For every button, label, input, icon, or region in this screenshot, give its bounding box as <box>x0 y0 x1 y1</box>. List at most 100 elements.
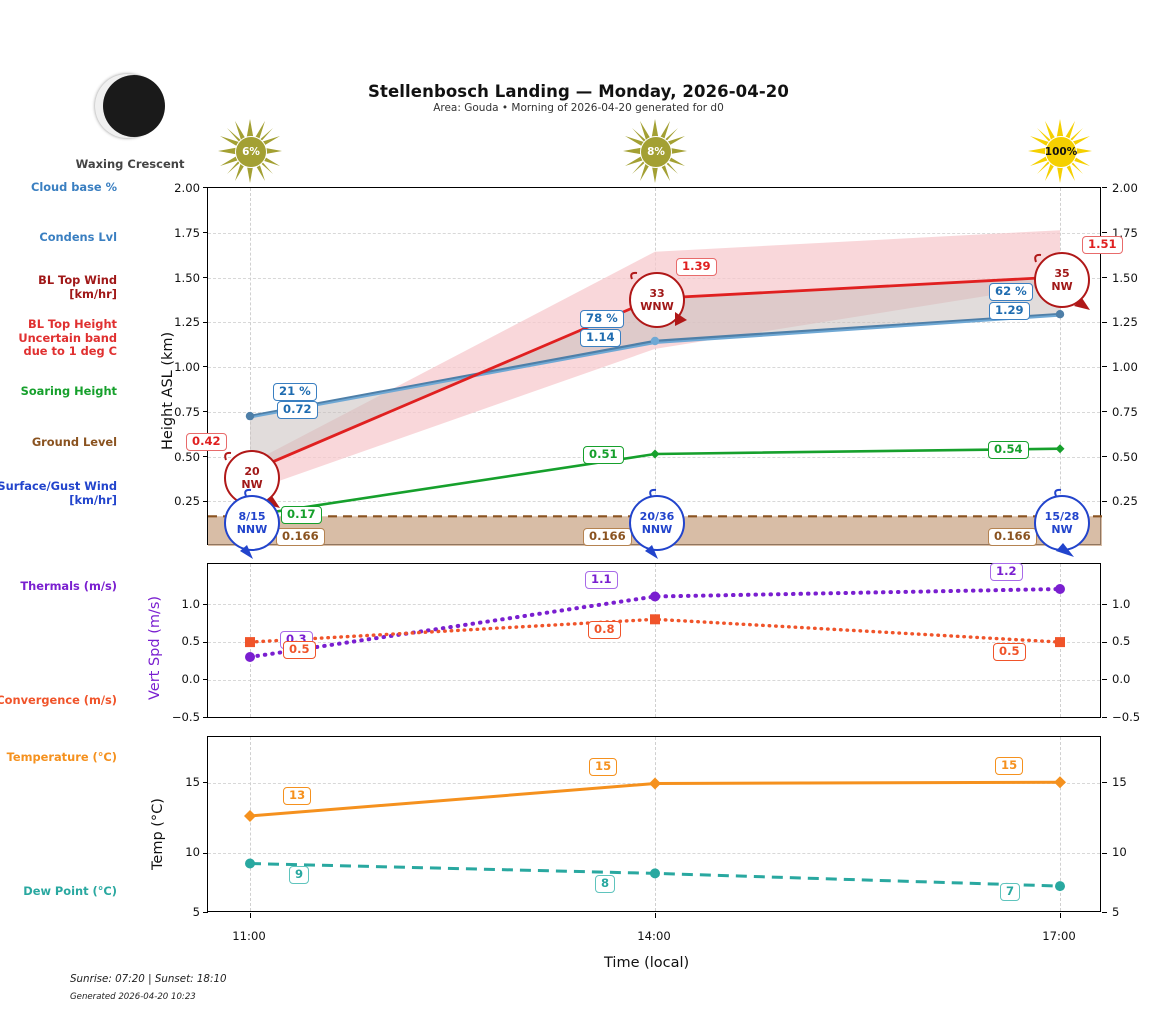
temp-chart-svg <box>244 776 1066 892</box>
sun-cover-label: 100% <box>1045 136 1077 168</box>
legend-label-bl-top-wind: BL Top Wind [km/hr] <box>38 273 117 301</box>
surface-wind-arrow-14 <box>645 488 658 559</box>
surface-wind-marker-14: 20/36 NNW <box>629 495 685 551</box>
page-subtitle: Area: Gouda • Morning of 2026-04-20 gene… <box>433 102 724 114</box>
ytick-h-right-0-50: 0.50 <box>1112 449 1138 464</box>
moon-phase-label: Waxing Crescent <box>75 157 185 171</box>
condens-label-14: 1.14 <box>580 329 621 347</box>
xtick-11-00: 11:00 <box>232 929 266 943</box>
ytick-h-1-75: 1.75 <box>174 225 200 240</box>
soaring-height-label-11: 0.17 <box>281 506 322 524</box>
legend-label-bl-top-height: BL Top Height Uncertain band due to 1 deg … <box>18 317 117 358</box>
temp-axis-title: Temp (°C) <box>150 798 166 870</box>
bl-top-wind-arrow-17 <box>1034 253 1090 310</box>
convergence-label-11: 0.5 <box>283 641 316 659</box>
ytick-h-0-50: 0.50 <box>174 449 200 464</box>
sun-icon-17-00: 100% <box>1028 119 1092 183</box>
xtick-17-00: 17:00 <box>1042 929 1076 943</box>
sun-icon-11-00: 6% <box>218 119 282 183</box>
bl-top-height-label-17: 1.51 <box>1082 236 1123 254</box>
sun-icon-14-00: 8% <box>623 119 687 183</box>
bl-top-wind-dir-17: NW <box>1051 280 1073 293</box>
surface-wind-speed-17: 15/28 <box>1044 510 1080 523</box>
surface-wind-arrow-17 <box>1054 488 1074 557</box>
height-axis-title: Height ASL (km) <box>160 331 176 450</box>
condens-label-11: 0.72 <box>277 401 318 419</box>
ytick-t-right-15: 15 <box>1112 775 1127 789</box>
convergence-label-14: 0.8 <box>588 621 621 639</box>
ytick-v-1-0: 1.0 <box>181 596 200 611</box>
thermals-label-17: 1.2 <box>990 563 1023 581</box>
ytick-v-right-0-0: 0.0 <box>1112 672 1131 687</box>
temperature-label-11: 13 <box>283 787 312 805</box>
bl-top-wind-arrow-14 <box>630 271 687 326</box>
temperature-label-14: 15 <box>589 758 618 776</box>
soaring-height-label-17: 0.54 <box>988 441 1029 459</box>
thermals-line <box>248 587 1062 659</box>
time-axis-title: Time (local) <box>604 955 690 971</box>
temp-chart-panel <box>203 736 1107 918</box>
legend-label-cloud-base: Cloud base % <box>30 180 117 194</box>
bl-top-wind-speed-11: 20 <box>244 465 260 478</box>
legend-label-surface-gust-wind: Surface/Gust Wind [km/hr] <box>0 479 117 507</box>
bl-top-wind-speed-17: 35 <box>1054 267 1070 280</box>
bl-top-height-label-11: 0.42 <box>186 433 227 451</box>
vertspd-axis-title: Vert Spd (m/s) <box>147 595 163 700</box>
ytick-h-1-25: 1.25 <box>174 315 200 330</box>
surface-wind-dir-17: NW <box>1051 523 1073 536</box>
surface-wind-dir-11: NNW <box>236 523 268 536</box>
ytick-v-right-0-5: 0.5 <box>1112 634 1131 649</box>
ytick-v-0-5: 0.5 <box>181 634 200 649</box>
dew-point-label-17: 7 <box>1000 883 1021 901</box>
ytick-t-10: 10 <box>185 845 200 860</box>
ytick-h-2-00: 2.00 <box>174 181 200 195</box>
convergence-label-17: 0.5 <box>993 643 1026 661</box>
vertspd-chart-panel <box>203 563 1107 719</box>
ytick-h-right-2-00: 2.00 <box>1112 181 1138 195</box>
ytick-t-right-10: 10 <box>1112 845 1127 860</box>
surface-wind-arrow-11 <box>240 488 253 559</box>
ytick-h-right-0-25: 0.25 <box>1112 494 1138 509</box>
ground-level-label-11: 0.166 <box>276 528 325 546</box>
surface-wind-marker-17: 15/28 NW <box>1034 495 1090 551</box>
ytick-h-1-00: 1.00 <box>174 360 200 374</box>
ground-level-label-14: 0.166 <box>583 528 632 546</box>
ytick-t-5: 5 <box>192 904 200 919</box>
soaring-height-label-14: 0.51 <box>583 446 624 464</box>
sun-cover-label: 8% <box>640 136 672 168</box>
ytick-h-1-50: 1.50 <box>174 270 200 285</box>
ytick-v-right-1-0: 1.0 <box>1112 596 1131 611</box>
ytick-t-15: 15 <box>185 775 200 789</box>
ytick-h-right-1-50: 1.50 <box>1112 270 1138 285</box>
cloud-base-label-14: 78 % <box>580 310 624 328</box>
legend-label-thermals: Thermals (m/s) <box>20 579 117 593</box>
bl-top-height-label-14: 1.39 <box>676 258 717 276</box>
sunrise-sunset-text: Sunrise: 07:20 | Sunset: 18:10 <box>70 973 227 985</box>
surface-wind-marker-11: 8/15 NNW <box>224 495 280 551</box>
surface-wind-speed-14: 20/36 <box>639 510 675 523</box>
cloud-base-label-17: 62 % <box>989 283 1033 301</box>
surface-wind-speed-11: 8/15 <box>238 510 266 523</box>
bl-top-wind-speed-14: 33 <box>649 287 665 300</box>
ytick-v-0-0: 0.0 <box>181 672 200 687</box>
bl-top-wind-dir-11: NW <box>241 478 263 491</box>
page-title: Stellenbosch Landing — Monday, 2026-04-2… <box>368 82 789 101</box>
ytick-v-neg-0-5: −0.5 <box>171 710 200 725</box>
height-chart-panel <box>203 187 1107 546</box>
vertspd-chart-svg <box>245 584 1065 662</box>
ytick-v-right-neg-0-5: −0.5 <box>1112 710 1141 725</box>
ground-level-label-17: 0.166 <box>988 528 1037 546</box>
moon-waxing-crescent-icon <box>95 74 165 142</box>
ytick-h-right-1-25: 1.25 <box>1112 315 1138 330</box>
thermals-label-14: 1.1 <box>585 571 618 589</box>
ytick-h-right-0-75: 0.75 <box>1112 404 1138 419</box>
legend-label-dew-point: Dew Point (°C) <box>23 884 117 898</box>
xtick-14-00: 14:00 <box>637 929 671 943</box>
legend-label-condens-lvl: Condens Lvl <box>39 230 117 244</box>
legend-label-convergence: Convergence (m/s) <box>0 693 117 707</box>
legend-label-ground-level: Ground Level <box>31 435 117 449</box>
generated-text: Generated 2026-04-20 10:23 <box>70 992 196 1002</box>
dew-point-label-11: 9 <box>289 866 310 884</box>
bl-top-wind-marker-17: 35 NW <box>1034 252 1090 308</box>
bl-top-wind-dir-14: WNW <box>640 300 674 313</box>
